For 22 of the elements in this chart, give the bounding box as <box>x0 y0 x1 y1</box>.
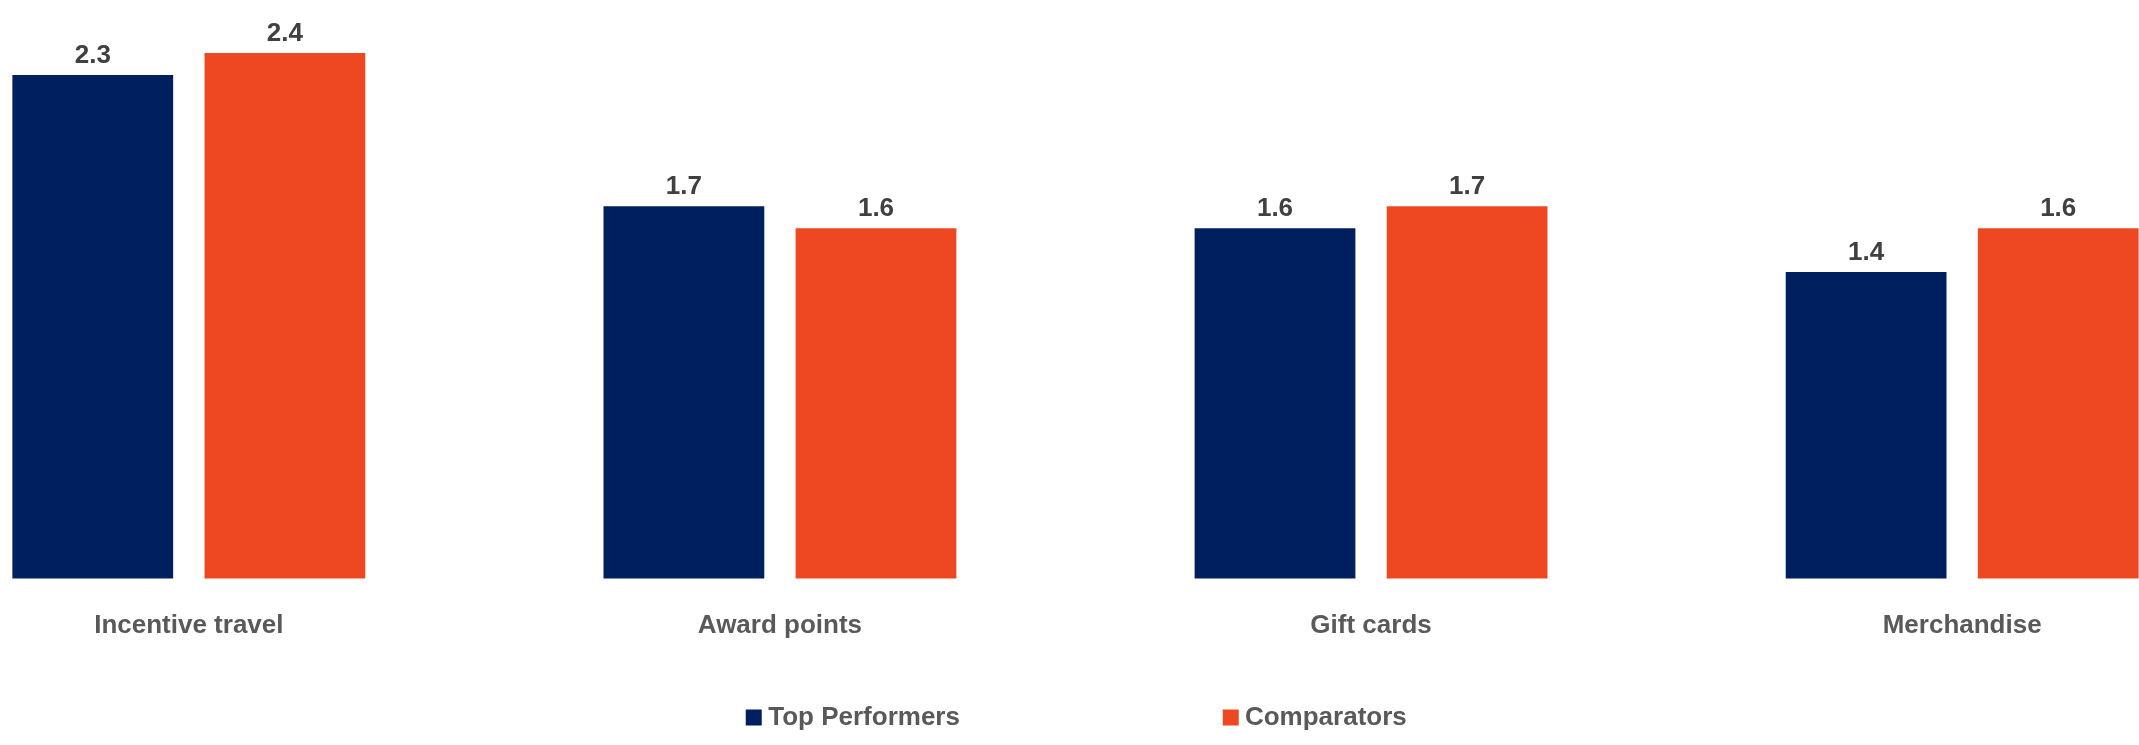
data-label: 2.3 <box>74 38 111 69</box>
data-label: 1.4 <box>1848 236 1885 267</box>
data-label: 2.4 <box>266 17 304 48</box>
bar <box>1386 206 1548 579</box>
data-label: 1.7 <box>1449 170 1486 201</box>
legend-label: Comparators <box>1244 701 1407 732</box>
bar <box>12 74 174 579</box>
data-label: 1.6 <box>1256 192 1294 223</box>
data-label: 1.7 <box>665 170 702 201</box>
x-tick-label: Merchandise <box>1882 608 2042 639</box>
legend-label: Top Performers <box>768 701 960 732</box>
bar <box>795 228 957 579</box>
x-tick-label: Award points <box>697 608 863 639</box>
bar <box>204 53 366 579</box>
data-label: 1.6 <box>857 192 895 223</box>
data-label: 1.6 <box>2040 192 2077 223</box>
x-tick-label: Incentive travel <box>94 608 284 639</box>
bar <box>603 206 765 579</box>
x-tick-label: Gift cards <box>1310 608 1432 639</box>
bar <box>1977 228 2139 579</box>
bar <box>1194 228 1356 579</box>
bar <box>1785 272 1947 579</box>
